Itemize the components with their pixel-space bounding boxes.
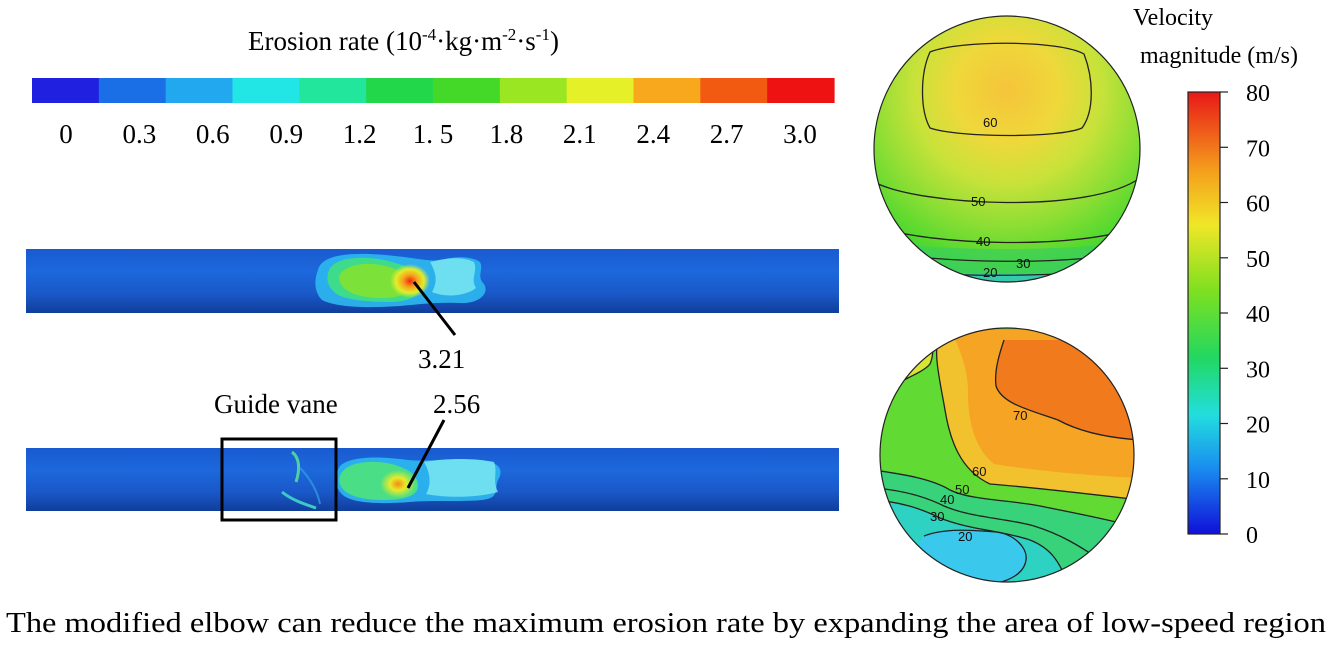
contour-label-60-original: 60 [983, 115, 997, 130]
erosion-colorbar-segment [32, 78, 100, 103]
erosion-tick-label: 1.2 [343, 119, 377, 149]
contour-label-40-original: 40 [976, 234, 990, 249]
erosion-tick-label: 1.8 [490, 119, 524, 149]
velocity-tick-label: 50 [1246, 247, 1270, 273]
guide-vane-box [220, 437, 338, 522]
erosion-tick-label: 1. 5 [413, 119, 454, 149]
contour-line-40-modified [880, 487, 1101, 561]
erosion-tick-label: 0.6 [196, 119, 230, 149]
erosion-tick-label: 0 [59, 119, 73, 149]
velocity-tick-label: 70 [1246, 136, 1270, 162]
erosion-tick-label: 2.7 [710, 119, 744, 149]
erosion-tick-label: 3.0 [783, 119, 817, 149]
erosion-zone-inner [339, 263, 410, 298]
contour-label-60-modified: 60 [972, 464, 986, 479]
contour-label-40-modified: 40 [940, 492, 954, 507]
erosion-zone-trail [430, 258, 476, 296]
velocity-tick-label: 0 [1246, 523, 1258, 549]
guide-vane-blade-2 [281, 490, 317, 510]
cross-section-modified: 70 60 50 40 30 20 [879, 327, 1135, 583]
leader-line-modified [406, 419, 446, 489]
erosion-tick-label: 2.4 [636, 119, 670, 149]
erosion-tick-label: 0.9 [269, 119, 303, 149]
velocity-legend-title-line2: magnitude (m/s) [1140, 43, 1298, 69]
cross-section-original-disc [874, 16, 1140, 282]
erosion-colorbar-segment [700, 78, 768, 103]
contour-line-60-original [921, 42, 1092, 137]
cross-section-original: 60 50 40 30 20 [873, 15, 1141, 283]
contour-line-20-modified [923, 529, 1027, 582]
erosion-legend-title: Erosion rate (10-4·kg·m-2·s-1) [248, 25, 559, 56]
cross-section-modified-outline [879, 327, 1135, 583]
pipe-modified: Guide vane 2.56 [26, 389, 839, 522]
erosion-hotspot-modified [380, 470, 416, 498]
velocity-tick-label: 10 [1246, 468, 1270, 494]
guide-vane-blade-3 [299, 467, 321, 505]
region-below-20 [919, 530, 1027, 582]
erosion-tick-label: 2.1 [563, 119, 597, 149]
velocity-colorbar [1187, 91, 1221, 535]
contour-line-50-original [874, 177, 1140, 204]
erosion-colorbar-segment [499, 78, 568, 103]
erosion-colorbar-segment [633, 78, 701, 103]
max-erosion-value-original: 3.21 [418, 344, 465, 374]
erosion-colorbar-segment [232, 78, 300, 103]
velocity-legend-title-line1: Velocity [1133, 5, 1213, 31]
contour-label-30-modified: 30 [930, 509, 944, 524]
cross-section-original-outline [873, 15, 1141, 283]
erosion-colorbar-segment [767, 78, 835, 103]
contour-line-30-modified [880, 499, 1071, 582]
guide-vane-blade-1 [290, 450, 301, 483]
erosion-colorbar-segment [98, 78, 167, 103]
velocity-tick-label: 40 [1246, 302, 1270, 328]
contour-label-20-original: 20 [983, 265, 997, 280]
figure-caption: The modified elbow can reduce the maximu… [6, 607, 1327, 639]
contour-label-20-modified: 20 [958, 529, 972, 544]
erosion-colorbar [32, 78, 835, 103]
contour-label-50-modified: 50 [955, 482, 969, 497]
leader-line-original [412, 281, 457, 336]
velocity-colorbar-ticks: 80 70 60 50 40 30 20 10 0 [1220, 81, 1270, 549]
contour-line-60-modified [935, 329, 1134, 501]
erosion-tick-label: 0.3 [123, 119, 157, 149]
erosion-zone-trail-modified [424, 459, 498, 497]
erosion-colorbar-segment [433, 78, 501, 103]
erosion-colorbar-segment [165, 78, 234, 103]
guide-vane-label: Guide vane [214, 389, 338, 419]
contour-line-70-modified [994, 339, 1134, 441]
velocity-tick-label: 80 [1246, 81, 1270, 107]
erosion-colorbar-segment [299, 78, 367, 103]
contour-label-50-original: 50 [971, 194, 985, 209]
erosion-colorbar-ticks: 0 0.3 0.6 0.9 1.2 1. 5 1.8 2.1 2.4 2.7 3.0 [59, 119, 817, 149]
contour-line-50-modified [880, 469, 1134, 529]
velocity-tick-label: 30 [1246, 357, 1270, 383]
pipe-original: 3.21 [26, 249, 839, 374]
contour-label-30-original: 30 [1016, 256, 1030, 271]
contour-label-70-modified: 70 [1013, 408, 1027, 423]
velocity-tick-label: 60 [1246, 192, 1270, 218]
max-erosion-value-modified: 2.56 [433, 389, 480, 419]
velocity-tick-label: 20 [1246, 413, 1270, 439]
erosion-colorbar-segment [566, 78, 635, 103]
erosion-colorbar-segment [366, 78, 434, 103]
